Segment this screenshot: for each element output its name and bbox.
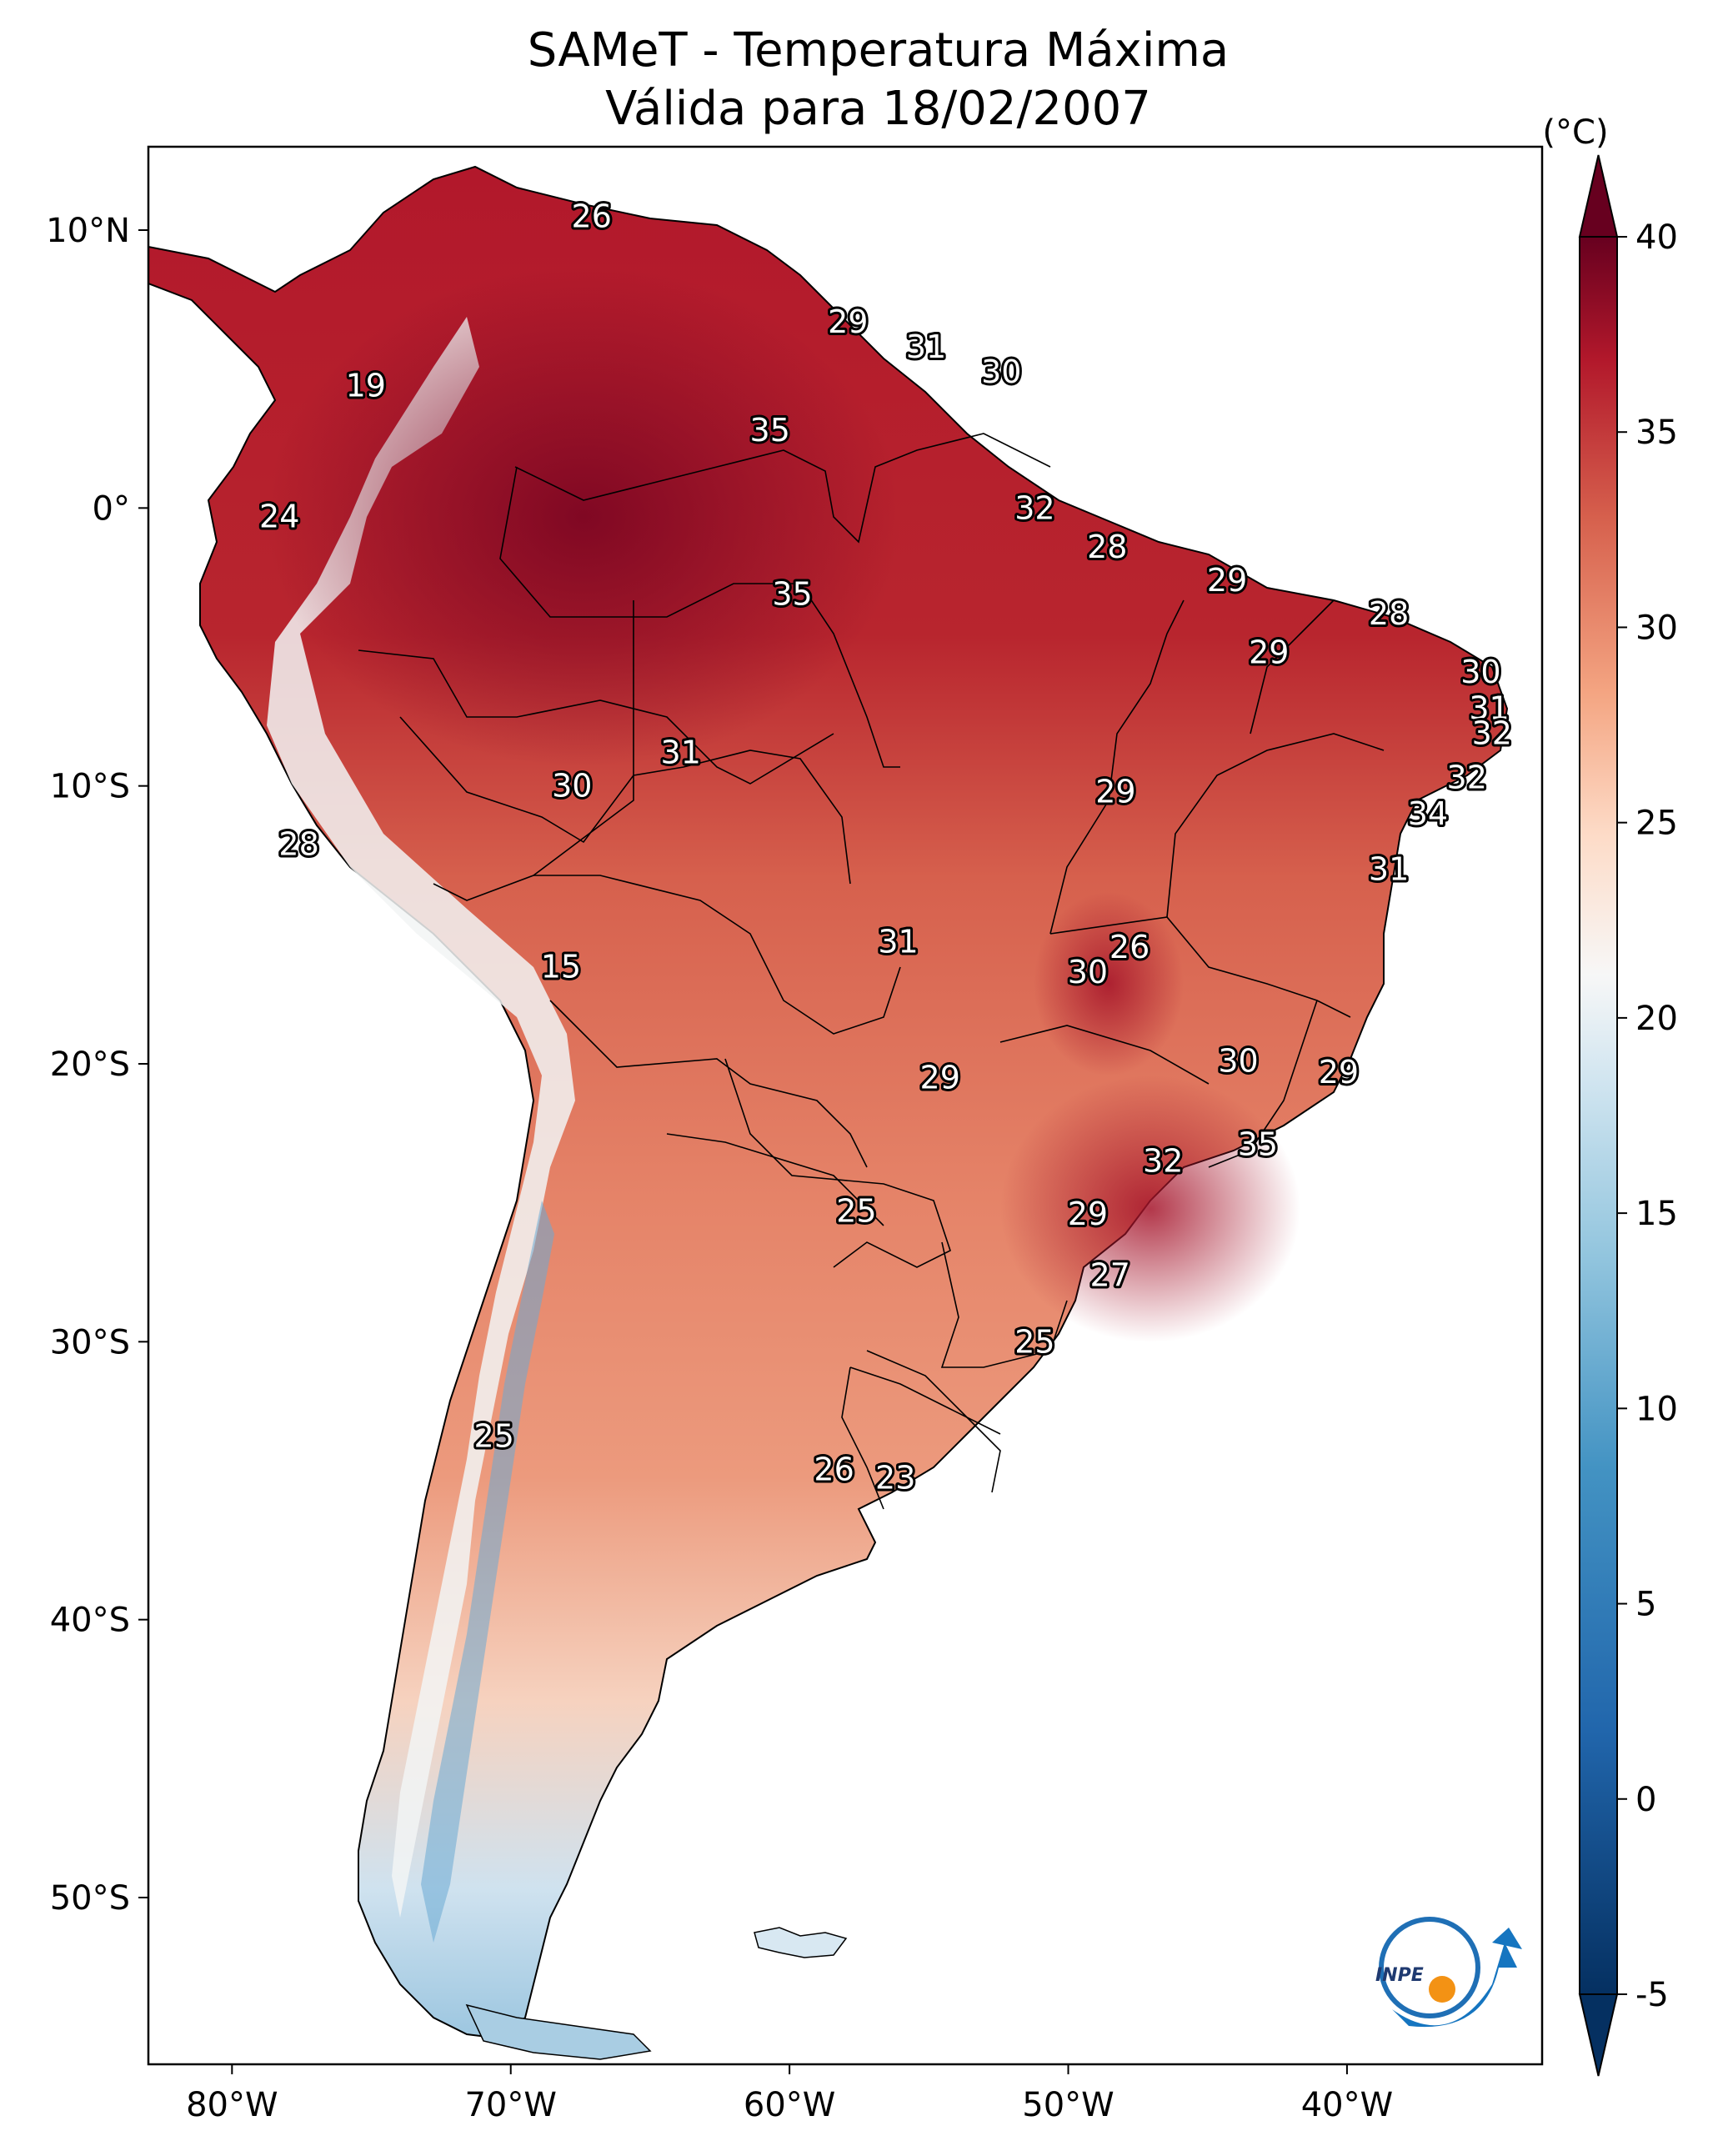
lat-tick-label: 0° <box>93 489 130 528</box>
colorbar-tick-label: -5 <box>1635 1976 1669 2014</box>
andes-cold-core <box>421 1201 554 1943</box>
station-label: 30 <box>1218 1043 1258 1080</box>
colorbar-tick-label: 20 <box>1635 1000 1678 1038</box>
inpe-logo: INPE <box>1375 1917 1522 2028</box>
latitude-axis: 10°N 0° 10°S 20°S 30°S 40°S 50°S <box>46 212 148 1918</box>
station-label: 30 <box>981 353 1021 390</box>
lon-tick-label: 50°W <box>1022 2086 1114 2124</box>
falkland-islands <box>754 1927 848 1958</box>
station-label: 32 <box>1447 760 1487 796</box>
station-label: 31 <box>661 735 701 771</box>
station-label: 31 <box>906 328 946 365</box>
station-label: 30 <box>1068 954 1108 990</box>
lat-tick-label: 50°S <box>50 1879 130 1918</box>
lon-tick-label: 60°W <box>744 2086 835 2124</box>
station-label: 32 <box>1472 714 1512 751</box>
colorbar-bottom-extend <box>1578 1993 1619 2077</box>
station-label: 32 <box>1014 489 1054 526</box>
station-label: 25 <box>474 1418 514 1455</box>
station-label: 29 <box>1319 1054 1359 1091</box>
lat-tick-label: 20°S <box>50 1045 130 1084</box>
station-label: 35 <box>772 576 812 613</box>
station-label: 29 <box>920 1060 960 1096</box>
logo-sun-icon <box>1429 1976 1455 2003</box>
station-label: 32 <box>1143 1143 1183 1180</box>
station-label: 24 <box>259 498 299 534</box>
station-label: 29 <box>1095 773 1135 810</box>
station-label: 26 <box>572 198 612 234</box>
station-label: 26 <box>1109 929 1150 965</box>
station-label: 26 <box>814 1452 854 1488</box>
station-label: 31 <box>1469 689 1509 726</box>
station-label: 30 <box>1460 654 1500 690</box>
colorbar-tick-label: 40 <box>1635 218 1678 257</box>
station-label: 19 <box>346 368 386 404</box>
lat-tick-label: 10°N <box>46 212 130 250</box>
station-label: 29 <box>828 303 868 340</box>
amazon-heat-core <box>267 267 900 767</box>
lat-tick-label: 40°S <box>50 1602 130 1640</box>
tierra-del-fuego <box>465 2003 652 2060</box>
lon-tick-label: 70°W <box>464 2086 556 2124</box>
colorbar-top-extend <box>1578 154 1619 238</box>
station-label: 29 <box>1207 562 1247 599</box>
country-borders <box>358 433 1385 1510</box>
station-label: 28 <box>1087 529 1127 565</box>
station-label: 29 <box>1068 1196 1108 1232</box>
longitude-axis: 80°W 70°W 60°W 50°W 40°W <box>186 2064 1393 2124</box>
colorbar-tick-label: 35 <box>1635 414 1678 452</box>
station-label: 35 <box>1238 1126 1278 1163</box>
map-frame-border <box>147 145 1544 2066</box>
goias-heat-core <box>1034 892 1184 1075</box>
logo-arrow-icon <box>1392 1943 1517 2028</box>
colorbar-tick-label: 25 <box>1635 805 1678 843</box>
colorbar-unit: (°C) <box>1542 113 1608 152</box>
colorbar-body <box>1580 237 1617 1994</box>
station-label: 31 <box>1369 851 1409 888</box>
colorbar-tick-label: 30 <box>1635 609 1678 647</box>
station-label: 15 <box>541 948 581 985</box>
station-label: 34 <box>1408 795 1448 832</box>
lon-tick-label: 80°W <box>186 2086 278 2124</box>
colorbar: 40 35 30 25 20 15 10 5 0 -5 (°C) <box>1542 113 1678 2077</box>
station-label: 27 <box>1090 1256 1130 1293</box>
map-content <box>148 165 1509 2060</box>
station-label: 29 <box>1249 634 1289 671</box>
station-label: 23 <box>875 1460 915 1497</box>
colorbar-tick-label: 5 <box>1635 1586 1656 1624</box>
station-label: 35 <box>750 412 790 449</box>
logo-text: INPE <box>1375 1965 1424 1986</box>
station-label: 28 <box>1369 595 1409 632</box>
logo-orbit-icon <box>1379 1917 1480 2018</box>
colorbar-tick-label: 0 <box>1635 1781 1656 1819</box>
station-label: 28 <box>278 826 318 863</box>
colorbar-tick-label: 15 <box>1635 1195 1678 1233</box>
lat-tick-label: 10°S <box>50 768 130 806</box>
station-label: 30 <box>552 768 592 805</box>
colorbar-tick-label: 10 <box>1635 1390 1678 1428</box>
station-label: 31 <box>878 923 918 960</box>
lat-tick-label: 30°S <box>50 1323 130 1361</box>
map-title-line1: SAMeT - Temperatura Máxima <box>527 23 1230 78</box>
map-title-line2: Válida para 18/02/2007 <box>605 82 1151 136</box>
station-label: 25 <box>836 1193 876 1230</box>
colorbar-ticks: 40 35 30 25 20 15 10 5 0 -5 <box>1617 218 1678 2014</box>
lon-tick-label: 40°W <box>1301 2086 1393 2124</box>
southeast-heat-core <box>1000 1075 1300 1342</box>
station-label: 25 <box>1014 1323 1054 1360</box>
